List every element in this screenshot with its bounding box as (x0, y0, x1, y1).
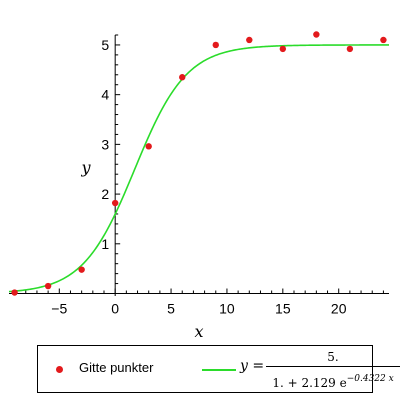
y-tick-label: 1 (101, 236, 109, 252)
legend-equation-numerator: 5. (327, 350, 339, 364)
legend-equation-fraction: 5. 1. + 2.129 e−0.4322 x (266, 349, 400, 390)
x-tick-label: 0 (111, 301, 119, 317)
x-tick-label: 5 (167, 301, 175, 317)
legend-equation-exponent: −0.4322 x (346, 374, 394, 384)
tick-labels: −5 0 5 10 15 20 1 2 3 4 5 (51, 37, 346, 317)
y-axis-title: y (80, 158, 91, 177)
data-points (11, 31, 387, 296)
data-point (313, 31, 320, 38)
legend-points-label: Gitte punkter (79, 360, 154, 375)
data-point (246, 36, 253, 44)
data-point (44, 282, 52, 290)
legend: Gitte punkter y = 5. 1. + 2.129 e−0.4322… (37, 345, 400, 393)
x-tick-label: 15 (275, 301, 291, 317)
legend-curve-marker (202, 369, 236, 371)
fitted-curve (8, 44, 389, 293)
data-point (380, 36, 387, 44)
data-point (346, 45, 354, 53)
x-tick-label: 10 (219, 301, 235, 317)
axes (9, 35, 389, 296)
y-tick-label: 4 (101, 87, 109, 103)
y-tick-label: 2 (101, 186, 109, 202)
legend-equation-lhs: y = (240, 358, 265, 374)
legend-fraction-bar (266, 366, 400, 367)
data-point (11, 289, 18, 296)
data-point (78, 266, 85, 273)
chart-plot-area: −5 0 5 10 15 20 1 2 3 4 5 x y (8, 31, 389, 340)
tick-marks (14, 34, 384, 294)
data-point (111, 199, 119, 207)
legend-points-marker (56, 366, 63, 373)
y-tick-label: 5 (101, 37, 109, 53)
x-axis-title: x (194, 322, 203, 340)
y-tick-label: 3 (101, 136, 109, 152)
data-point (179, 74, 186, 81)
x-tick-label: −5 (51, 301, 67, 317)
data-point (279, 45, 287, 53)
x-tick-label: 20 (331, 301, 347, 317)
data-point (145, 143, 152, 150)
data-point (212, 41, 219, 49)
legend-equation-denominator: 1. + 2.129 e−0.4322 x (272, 374, 394, 390)
